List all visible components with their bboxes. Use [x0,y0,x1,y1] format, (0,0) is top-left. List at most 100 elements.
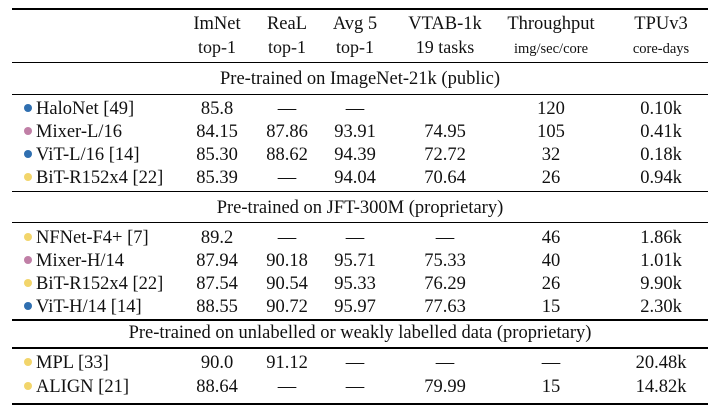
value-imnet: 85.39 [196,168,238,188]
table-row: ViT-H/14 [14] 88.55 90.72 95.97 77.63 15 2.30k [0,296,720,318]
section-title: Pre-trained on ImageNet-21k (public) [220,69,500,89]
model-name-cell: Mixer-H/14 [24,250,124,272]
value-tpu: 0.94k [640,168,682,188]
model-name: BiT-R152x4 [22] [36,168,164,188]
value-throughput: 26 [541,274,561,294]
value-avg5: — [345,99,365,119]
value-avg5: 94.04 [334,168,376,188]
model-name-cell: ViT-L/16 [14] [24,144,140,166]
model-color-dot [24,173,32,181]
model-name: Mixer-H/14 [36,251,125,271]
section-rule [12,347,708,349]
value-imnet: 85.30 [196,145,238,165]
value-avg5: — [345,377,365,397]
bottom-rule [12,403,708,405]
model-name: NFNet-F4+ [7] [36,228,149,248]
value-vtab: 72.72 [424,145,466,165]
section-rule [12,222,708,223]
value-avg5: 95.97 [334,297,376,317]
value-throughput: 32 [541,145,561,165]
col-subheader-real: top-1 [268,37,306,57]
model-name: ALIGN [21] [36,377,129,397]
table-row: Mixer-L/16 84.15 87.86 93.91 74.95 105 0.41k [0,121,720,143]
value-throughput: 26 [541,168,561,188]
section-title: Pre-trained on unlabelled or weakly labe… [128,323,592,343]
model-color-dot [24,382,32,390]
model-color-dot [24,104,32,112]
table-row: NFNet-F4+ [7] 89.2 — — — 46 1.86k [0,227,720,249]
value-avg5: 95.71 [334,251,376,271]
value-throughput: 120 [537,99,565,119]
value-vtab: 79.99 [424,377,466,397]
col-header-vtab: VTAB-1k [408,14,482,34]
value-throughput: 105 [537,122,565,142]
value-vtab: — [435,228,455,248]
col-header-real: ReaL [266,14,308,34]
col-subheader-vtab: 19 tasks [415,37,475,57]
value-real: — [277,377,297,397]
model-color-dot [24,256,32,264]
value-throughput: 15 [541,377,561,397]
model-color-dot [24,233,32,241]
value-avg5: 93.91 [334,122,376,142]
model-color-dot [24,127,32,135]
col-header-avg5: Avg 5 [332,14,378,34]
value-imnet: 88.55 [196,297,238,317]
value-vtab: 75.33 [424,251,466,271]
table-row: Mixer-H/14 87.94 90.18 95.71 75.33 40 1.01k [0,250,720,272]
col-subheader-imnet: top-1 [198,37,236,57]
value-throughput: 15 [541,297,561,317]
value-vtab: 76.29 [424,274,466,294]
table-row: HaloNet [49] 85.8 — — 120 0.10k [0,98,720,120]
value-real: 87.86 [266,122,308,142]
value-real: 91.12 [266,353,308,373]
model-name: Mixer-L/16 [36,122,122,142]
value-real: 90.18 [266,251,308,271]
col-header-imnet: ImNet [193,14,241,34]
value-real: 90.54 [266,274,308,294]
top-rule [12,8,708,10]
model-name-cell: Mixer-L/16 [24,121,122,143]
value-tpu: 0.41k [640,122,682,142]
value-tpu: 14.82k [635,377,687,397]
col-header-tpu: TPUv3 [634,14,688,34]
value-throughput: 40 [541,251,561,271]
value-imnet: 89.2 [200,228,234,248]
value-avg5: — [345,228,365,248]
model-name: ViT-H/14 [14] [36,297,142,317]
value-imnet: 85.8 [200,99,234,119]
value-vtab: 70.64 [424,168,466,188]
model-name: BiT-R152x4 [22] [36,274,164,294]
model-name-cell: ALIGN [21] [24,376,129,398]
col-header-throughput: Throughput [507,14,595,34]
model-color-dot [24,358,32,366]
model-color-dot [24,279,32,287]
value-avg5: 95.33 [334,274,376,294]
section-rule [12,94,708,95]
value-real: — [277,99,297,119]
col-subheader-avg5: top-1 [336,37,374,57]
value-tpu: 9.90k [640,274,682,294]
value-avg5: 94.39 [334,145,376,165]
value-imnet: 88.64 [196,377,238,397]
value-tpu: 2.30k [640,297,682,317]
model-name-cell: BiT-R152x4 [22] [24,273,163,295]
value-real: — [277,168,297,188]
table-row: MPL [33] 90.0 91.12 — — — 20.48k [0,352,720,374]
value-tpu: 0.10k [640,99,682,119]
model-name: HaloNet [49] [36,99,135,119]
model-name: MPL [33] [36,353,109,373]
model-name-cell: NFNet-F4+ [7] [24,227,149,249]
table-row: ViT-L/16 [14] 85.30 88.62 94.39 72.72 32 0.18k [0,144,720,166]
col-subheader-throughput: img/sec/core [513,41,589,57]
model-color-dot [24,302,32,310]
value-imnet: 87.54 [196,274,238,294]
value-vtab: 74.95 [424,122,466,142]
model-name-cell: MPL [33] [24,352,109,374]
col-subheader-tpu: core-days [632,41,690,57]
value-real: — [277,228,297,248]
model-name-cell: HaloNet [49] [24,98,134,120]
value-tpu: 20.48k [635,353,687,373]
value-tpu: 1.01k [640,251,682,271]
value-imnet: 90.0 [200,353,234,373]
